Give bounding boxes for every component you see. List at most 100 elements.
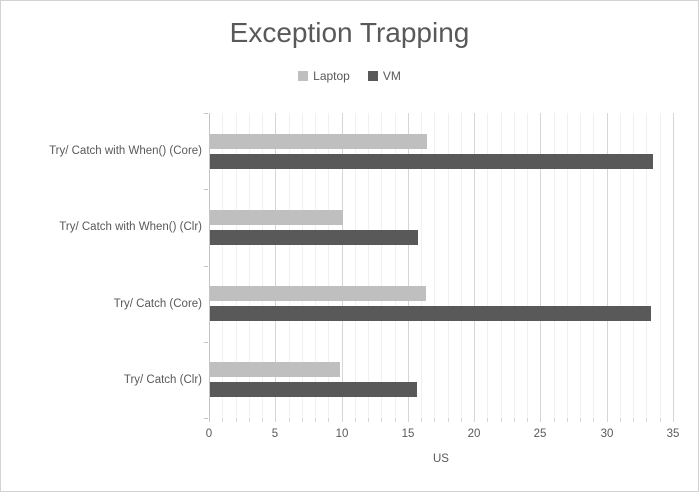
minor-gridline: [487, 113, 488, 418]
plot-area: [204, 113, 674, 422]
bar-vm-3: [210, 382, 417, 397]
axis-tick: [461, 418, 462, 422]
legend-label: VM: [382, 69, 401, 83]
minor-gridline: [593, 113, 594, 418]
value-tick-label: 15: [401, 428, 415, 440]
minor-gridline: [620, 113, 621, 418]
x-axis-title: US: [433, 453, 449, 465]
axis-tick: [554, 418, 555, 422]
value-tick-label: 5: [271, 428, 279, 440]
minor-gridline: [289, 113, 290, 418]
axis-tick: [408, 418, 409, 422]
axis-tick: [580, 418, 581, 422]
axis-tick: [236, 418, 237, 422]
category-axis-labels: Try/ Catch with When() (Core) Try/ Catch …: [1, 113, 202, 418]
bar-laptop-0: [210, 134, 427, 149]
major-gridline: [673, 113, 674, 418]
minor-gridline: [395, 113, 396, 418]
axis-tick: [487, 418, 488, 422]
category-label: Try/ Catch (Core): [113, 298, 202, 310]
axis-tick: [474, 418, 475, 422]
axis-tick: [607, 418, 608, 422]
chart-title: Exception Trapping: [229, 17, 470, 48]
axis-tick: [381, 418, 382, 422]
value-axis-zero-line: [209, 113, 210, 422]
axis-tick: [421, 418, 422, 422]
axis-tick: [448, 418, 449, 422]
minor-gridline: [302, 113, 303, 418]
category-axis-tick: [204, 342, 208, 343]
bar-vm-2: [210, 306, 651, 321]
category-label: Try/ Catch with When() (Core): [49, 145, 202, 157]
bar-vm-0: [210, 154, 653, 169]
category-label: Try/ Catch with When() (Clr): [59, 221, 202, 233]
minor-gridline: [633, 113, 634, 418]
axis-tick: [660, 418, 661, 422]
minor-gridline: [381, 113, 382, 418]
legend-item-laptop: Laptop: [298, 69, 350, 83]
category-axis-tick: [204, 418, 208, 419]
minor-gridline: [328, 113, 329, 418]
chart-legend: Laptop VM: [1, 68, 698, 84]
value-tick-label: 0: [205, 428, 213, 440]
minor-gridline: [355, 113, 356, 418]
axis-tick: [355, 418, 356, 422]
value-axis-labels: 0 5 10 15 20 25 30 35: [206, 428, 680, 443]
axis-tick: [222, 418, 223, 422]
category-axis-tick: [204, 189, 208, 190]
minor-gridline: [514, 113, 515, 418]
axis-tick: [540, 418, 541, 422]
axis-tick: [249, 418, 250, 422]
minor-gridline: [421, 113, 422, 418]
legend-swatch-vm: [367, 71, 378, 81]
axis-tick: [289, 418, 290, 422]
axis-tick: [514, 418, 515, 422]
axis-tick: [342, 418, 343, 422]
major-gridline: [474, 113, 475, 418]
minor-gridline: [448, 113, 449, 418]
axis-tick: [262, 418, 263, 422]
minor-gridline: [501, 113, 502, 418]
axis-tick: [633, 418, 634, 422]
value-tick-label: 30: [600, 428, 614, 440]
minor-gridline: [660, 113, 661, 418]
axis-tick: [620, 418, 621, 422]
axis-tick: [527, 418, 528, 422]
value-tick-label: 10: [335, 428, 349, 440]
axis-tick: [395, 418, 396, 422]
legend-swatch-laptop: [298, 71, 309, 81]
axis-tick: [593, 418, 594, 422]
category-axis-tick: [204, 113, 208, 114]
bar-laptop-1: [210, 210, 343, 225]
major-gridline: [540, 113, 541, 418]
minor-gridline: [368, 113, 369, 418]
major-gridline: [408, 113, 409, 418]
minor-gridline: [222, 113, 223, 418]
minor-gridline: [527, 113, 528, 418]
axis-tick: [315, 418, 316, 422]
major-gridline: [342, 113, 343, 418]
value-tick-label: 35: [666, 428, 680, 440]
minor-gridline: [315, 113, 316, 418]
minor-gridline: [249, 113, 250, 418]
axis-tick: [275, 418, 276, 422]
minor-gridline: [646, 113, 647, 418]
minor-gridline: [461, 113, 462, 418]
major-gridline: [607, 113, 608, 418]
minor-gridline: [567, 113, 568, 418]
bar-laptop-3: [210, 362, 340, 377]
category-axis-tick: [204, 266, 208, 267]
axis-tick: [434, 418, 435, 422]
axis-tick: [368, 418, 369, 422]
minor-gridline: [236, 113, 237, 418]
minor-gridline: [554, 113, 555, 418]
legend-item-vm: VM: [367, 69, 401, 83]
axis-tick: [673, 418, 674, 422]
bar-laptop-2: [210, 286, 426, 301]
axis-tick: [567, 418, 568, 422]
minor-gridline: [262, 113, 263, 418]
minor-gridline: [434, 113, 435, 418]
axis-tick: [302, 418, 303, 422]
value-tick-label: 25: [533, 428, 547, 440]
